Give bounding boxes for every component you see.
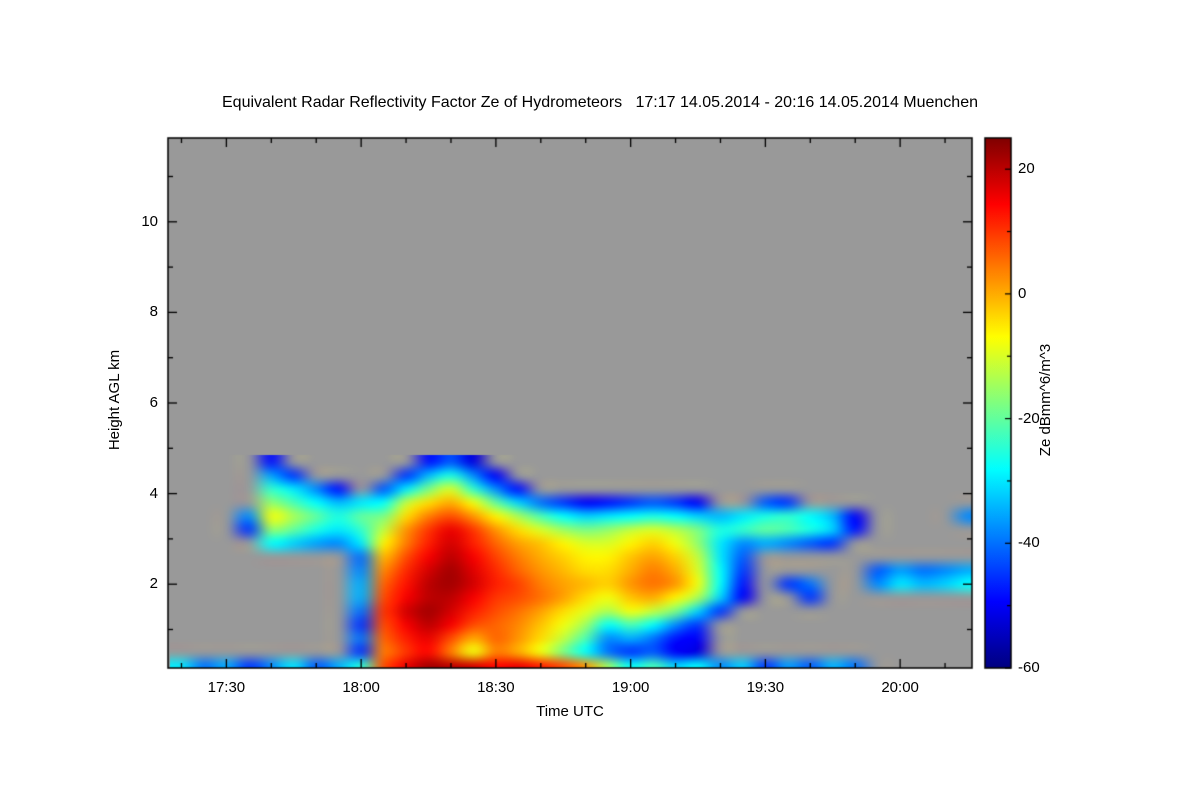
y-tick-label: 4 xyxy=(149,484,158,502)
y-tick-label: 6 xyxy=(149,394,158,411)
colorbar-tick-label: -60 xyxy=(1018,659,1040,676)
x-axis-label: Time UTC xyxy=(536,703,604,720)
y-tick-label: 10 xyxy=(141,212,158,230)
x-tick-label: 19:00 xyxy=(611,679,650,696)
y-tick-label: 2 xyxy=(149,575,158,593)
x-tick-label: 20:00 xyxy=(881,679,919,696)
x-tick-label: 17:30 xyxy=(207,679,246,696)
colorbar-tick-label: -40 xyxy=(1018,534,1040,552)
colorbar-tick-label: -20 xyxy=(1018,409,1040,427)
x-tick-label: 19:30 xyxy=(746,679,785,696)
colorbar-tick-label: 0 xyxy=(1018,284,1027,302)
colorbar-label: Ze dBmm^6/m^3 xyxy=(1037,343,1054,457)
chart-title: Equivalent Radar Reflectivity Factor Ze … xyxy=(222,94,978,111)
y-tick-label: 8 xyxy=(149,303,158,321)
colorbar-tick-label: 20 xyxy=(1018,160,1035,178)
x-tick-label: 18:00 xyxy=(342,679,380,696)
x-tick-label: 18:30 xyxy=(477,679,515,696)
